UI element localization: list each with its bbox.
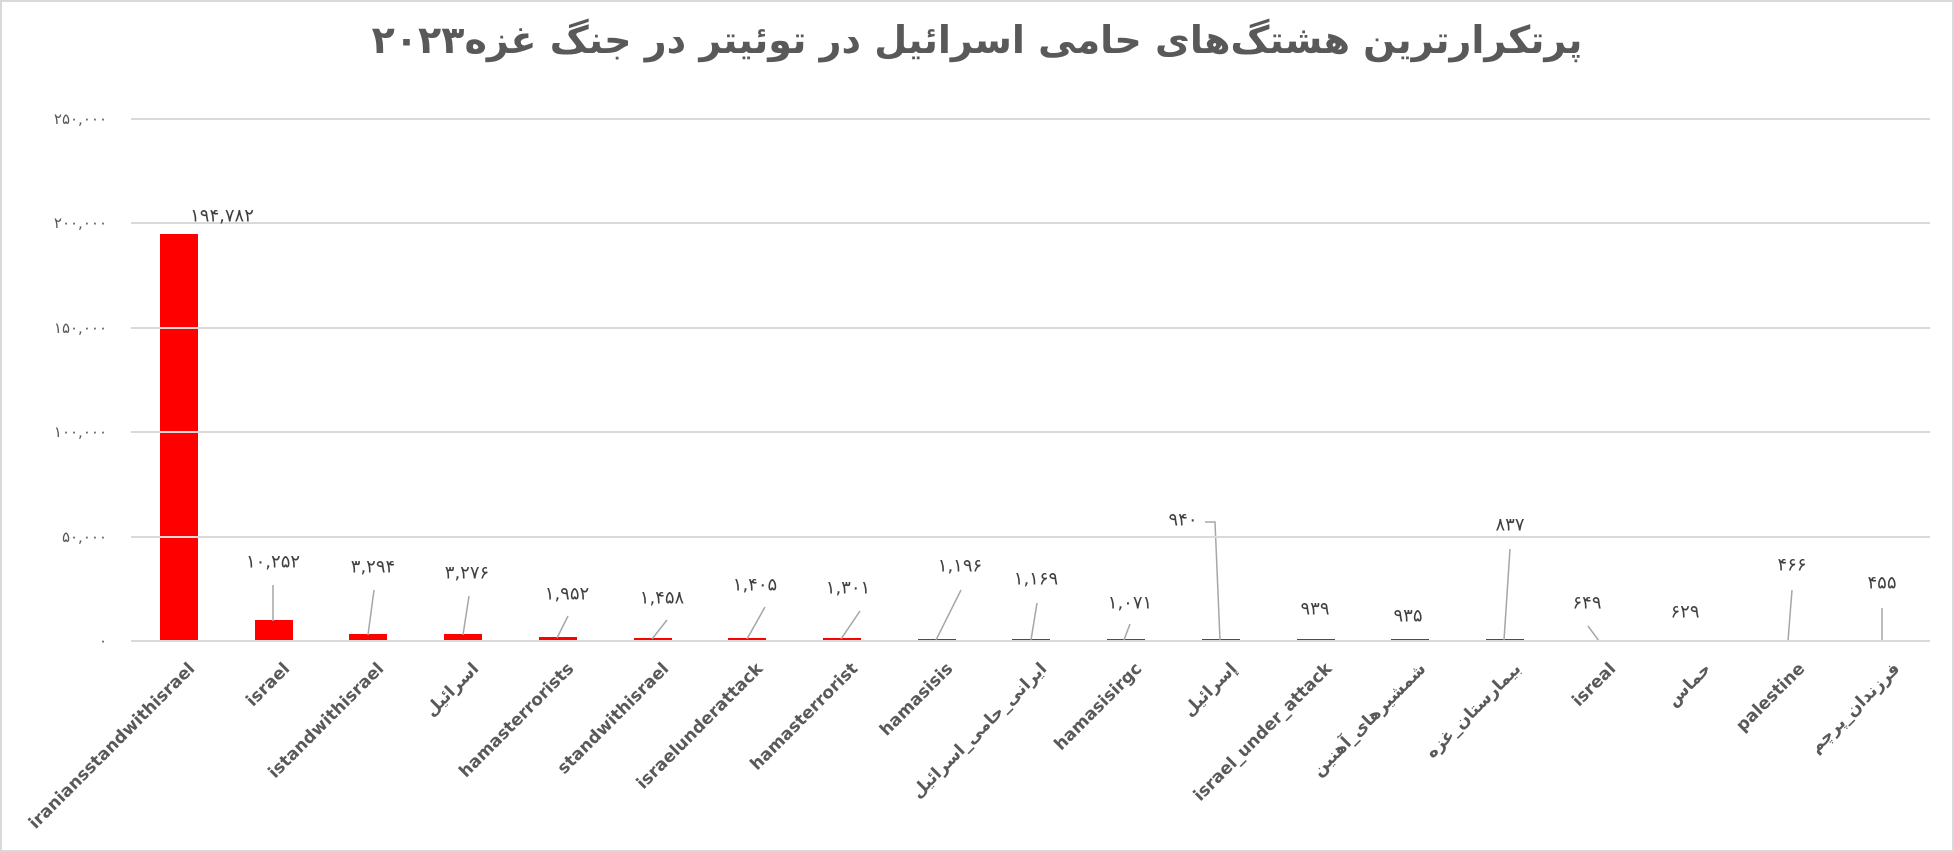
data-label: ۱,۰۷۱ (1107, 592, 1153, 614)
gridline (131, 326, 1930, 329)
bar (349, 634, 388, 641)
bar (633, 637, 672, 641)
data-label: ۱۰,۲۵۲ (245, 551, 301, 573)
data-label: ۶۲۹ (1670, 601, 1700, 623)
gridline (131, 431, 1930, 434)
bar (160, 234, 198, 641)
data-label: ۱,۳۰۱ (825, 577, 871, 599)
y-tick-label: ۵۰,۰۰۰ (61, 527, 107, 546)
y-tick-label: ۲۰۰,۰۰۰ (53, 214, 107, 233)
data-label: ۹۳۵ (1393, 605, 1423, 627)
data-label: ۱,۴۵۸ (639, 587, 685, 609)
bar (254, 619, 293, 641)
gridline (131, 118, 1930, 120)
bar (1107, 638, 1146, 641)
gridline (131, 535, 1930, 538)
data-label: ۸۳۷ (1495, 514, 1525, 536)
data-label: ۳,۲۹۴ (350, 556, 396, 578)
bar (728, 638, 767, 641)
y-tick-label: ۱۰۰,۰۰۰ (53, 423, 107, 442)
bar (444, 634, 483, 641)
data-label: ۶۴۹ (1572, 592, 1602, 614)
data-label: ۴۶۶ (1777, 554, 1807, 576)
data-label: ۴۵۵ (1867, 572, 1897, 594)
data-label: ۹۳۹ (1300, 598, 1330, 620)
y-tick-label: ۱۵۰,۰۰۰ (53, 318, 107, 337)
data-label: ۳,۲۷۶ (444, 562, 490, 584)
data-label: ۱۹۴,۷۸۲ (190, 205, 254, 227)
y-tick-label: ۰ (98, 632, 107, 650)
bar (823, 638, 862, 641)
bar (538, 636, 577, 641)
y-tick-label: ۲۵۰,۰۰۰ (53, 110, 107, 128)
gridline (131, 222, 1930, 225)
gridline (131, 640, 1930, 642)
data-label: ۱,۴۰۵ (732, 574, 778, 596)
data-label: ۱,۱۹۶ (937, 555, 983, 577)
data-label: ۹۴۰ (1168, 509, 1198, 531)
chart-title: پرتکرارترین هشتگ‌های حامی اسرائیل در توئ… (371, 18, 1583, 62)
data-label: ۱,۱۶۹ (1013, 568, 1059, 590)
data-label: ۱,۹۵۲ (544, 583, 590, 605)
